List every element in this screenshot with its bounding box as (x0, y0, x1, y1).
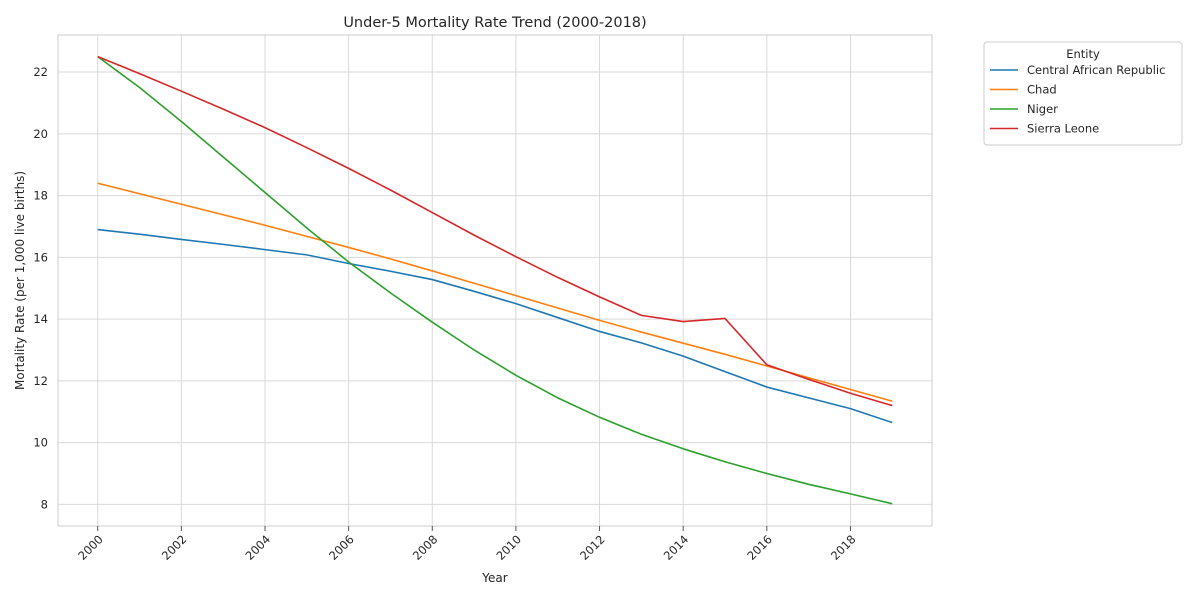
legend-items: Central African Republic Chad Niger Sierra … (990, 63, 1165, 136)
legend-label: Chad (1027, 83, 1057, 97)
y-tick-label: 20 (33, 127, 48, 141)
legend-label: Sierra Leone (1027, 122, 1099, 136)
chart-title: Under-5 Mortality Rate Trend (2000-2018) (343, 15, 646, 31)
y-axis-label: Mortality Rate (per 1,000 live births) (13, 171, 27, 390)
legend-box (983, 41, 1183, 146)
plot-area-frame (57, 34, 933, 527)
y-tick-label: 8 (41, 497, 48, 511)
legend-title: Entity (1066, 47, 1100, 61)
x-axis-label: Year (481, 571, 507, 585)
series-line (97, 55, 893, 407)
y-tick-label: 10 (33, 436, 48, 450)
y-tick-label: 22 (33, 65, 48, 79)
y-axis: 8 10 12 14 16 18 20 22 (33, 65, 48, 511)
legend-label: Central African Republic (1027, 63, 1165, 77)
series-line (97, 55, 893, 505)
series-line (97, 228, 893, 424)
y-tick-label: 18 (33, 189, 48, 203)
gridlines (58, 35, 932, 526)
series-line (97, 182, 893, 403)
y-tick-label: 14 (33, 312, 48, 326)
y-tick-label: 16 (33, 250, 48, 264)
legend: Entity Central African Republic Chad Niger… (983, 41, 1183, 146)
y-tick-label: 12 (33, 374, 48, 388)
legend-label: Niger (1027, 102, 1058, 116)
series-lines (97, 55, 893, 505)
